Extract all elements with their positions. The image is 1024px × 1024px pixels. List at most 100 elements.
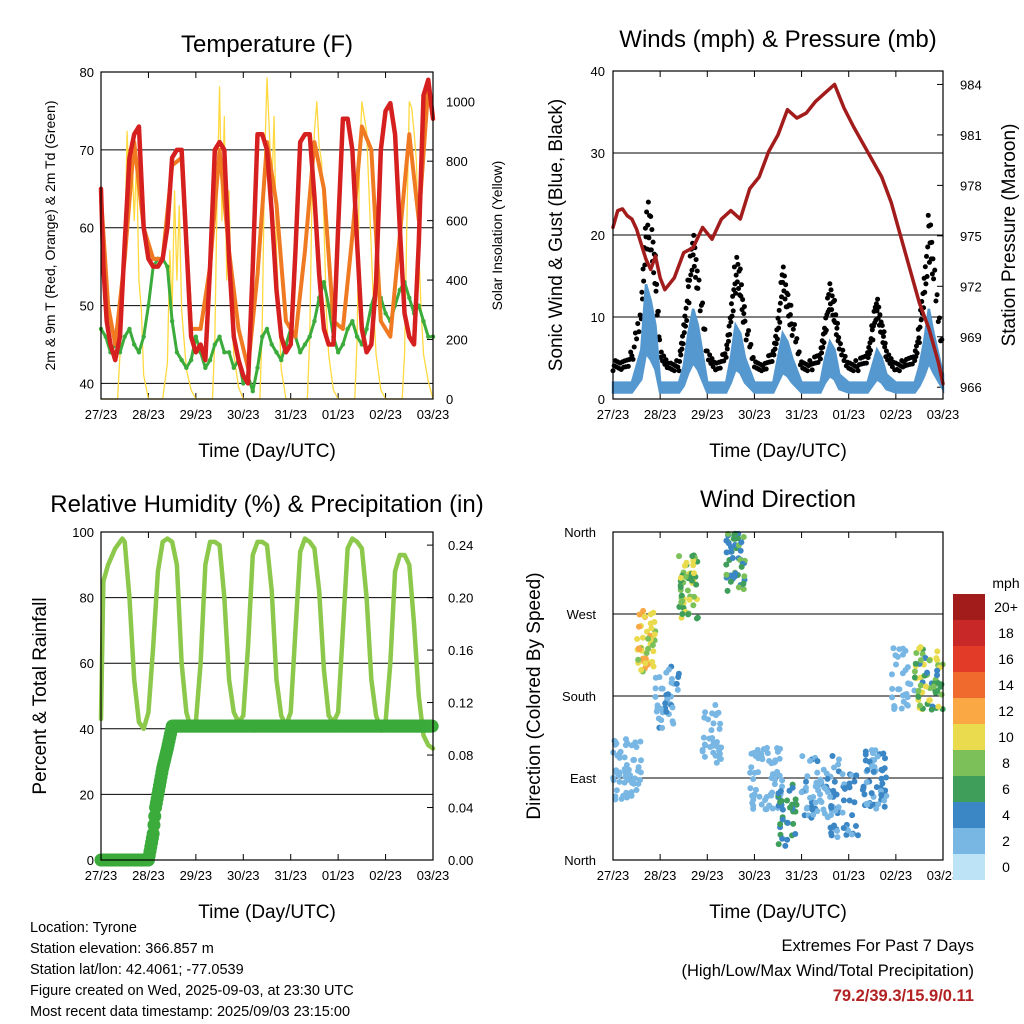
gust-point <box>834 325 840 331</box>
gust-point <box>916 335 922 341</box>
direction-point <box>635 780 642 787</box>
x-axis-label: Time (Day/UTC) <box>709 902 847 923</box>
gust-point <box>634 336 640 342</box>
direction-point <box>747 785 754 792</box>
gust-point <box>653 288 659 294</box>
dewpoint-point <box>345 326 350 332</box>
direction-point <box>878 775 885 782</box>
dewpoint-point <box>231 365 236 371</box>
gust-point <box>677 359 683 365</box>
colorbar-title: mph <box>992 575 1019 591</box>
colorbar-label: 0 <box>1002 859 1010 875</box>
gust-point <box>695 285 701 291</box>
y-tick-label: 0 <box>598 392 605 407</box>
y2-tick-label: 1000 <box>446 95 475 110</box>
gust-point <box>829 307 835 313</box>
chart-title: Winds (mph) & Pressure (mb) <box>619 26 936 53</box>
gust-point <box>923 281 929 287</box>
y2-tick-label: 0.16 <box>448 643 473 658</box>
chart-title: Wind Direction <box>700 486 856 513</box>
colorbar-swatch <box>953 620 985 646</box>
direction-point <box>853 772 860 779</box>
direction-point <box>926 697 933 704</box>
gust-point <box>876 304 882 310</box>
direction-point <box>747 769 754 776</box>
direction-point <box>889 694 896 701</box>
direction-point <box>748 764 755 771</box>
gust-point <box>916 340 922 346</box>
direction-point <box>790 820 797 827</box>
direction-point <box>659 724 666 731</box>
direction-point <box>686 596 693 603</box>
gust-point <box>707 352 713 358</box>
direction-point <box>868 790 875 797</box>
gust-point <box>625 363 631 369</box>
gust-point <box>785 292 791 298</box>
direction-point <box>727 578 734 585</box>
direction-point <box>804 773 811 780</box>
gust-point <box>671 368 677 374</box>
direction-point <box>669 704 676 711</box>
gust-point <box>880 334 886 340</box>
dewpoint-point <box>203 365 208 371</box>
dewpoint-point <box>302 342 308 347</box>
x-tick-label: 31/23 <box>785 407 818 422</box>
gust-point <box>733 272 739 278</box>
direction-point <box>758 801 765 808</box>
colorbar-label: 16 <box>998 651 1014 667</box>
gust-point <box>682 323 688 329</box>
direction-point <box>652 693 659 700</box>
temp-9m-line <box>99 85 435 370</box>
dewpoint-point <box>179 357 184 363</box>
direction-point <box>613 787 620 794</box>
x-tick-label: 29/23 <box>180 868 213 883</box>
dewpoint-point <box>279 357 284 363</box>
gust-point <box>641 278 647 284</box>
extremes-subtitle: (High/Low/Max Wind/Total Precipitation) <box>681 962 974 980</box>
dewpoint-point <box>212 342 218 347</box>
dewpoint-point <box>354 334 360 339</box>
relative-humidity-line <box>98 536 436 751</box>
direction-point <box>772 757 779 764</box>
gust-point <box>646 235 652 241</box>
dewpoint-point <box>226 350 232 355</box>
direction-point <box>710 742 717 749</box>
direction-point <box>740 586 747 593</box>
direction-point <box>649 642 656 649</box>
direction-point <box>655 715 662 722</box>
gust-point <box>700 300 706 306</box>
gust-point <box>737 266 743 272</box>
direction-point <box>821 784 828 791</box>
direction-point <box>846 797 853 804</box>
direction-point <box>784 819 791 826</box>
dewpoint-point <box>307 334 312 339</box>
direction-point <box>656 674 663 681</box>
direction-point <box>748 750 755 757</box>
direction-point <box>702 742 709 749</box>
dewpoint-point <box>397 287 402 293</box>
direction-point <box>731 573 738 580</box>
direction-point <box>904 702 911 709</box>
direction-point <box>926 657 933 664</box>
direction-point <box>768 775 775 782</box>
colorbar-label: 12 <box>998 703 1014 719</box>
y-tick-label: 40 <box>591 64 605 79</box>
direction-point <box>657 705 664 712</box>
direction-point <box>762 806 769 813</box>
gust-point <box>644 209 650 215</box>
y-tick-label: South <box>562 689 596 704</box>
direction-point <box>864 766 871 773</box>
gust-point <box>886 352 892 358</box>
dewpoint-point <box>188 357 194 363</box>
direction-point <box>650 648 657 655</box>
gust-point <box>649 227 655 233</box>
direction-point <box>710 720 717 727</box>
direction-point <box>818 799 825 806</box>
gust-point <box>730 293 736 299</box>
gust-point <box>637 312 643 318</box>
direction-point <box>756 793 763 800</box>
gust-point <box>744 331 750 337</box>
direction-point <box>845 783 852 790</box>
direction-point <box>913 650 920 657</box>
direction-point <box>621 766 628 773</box>
